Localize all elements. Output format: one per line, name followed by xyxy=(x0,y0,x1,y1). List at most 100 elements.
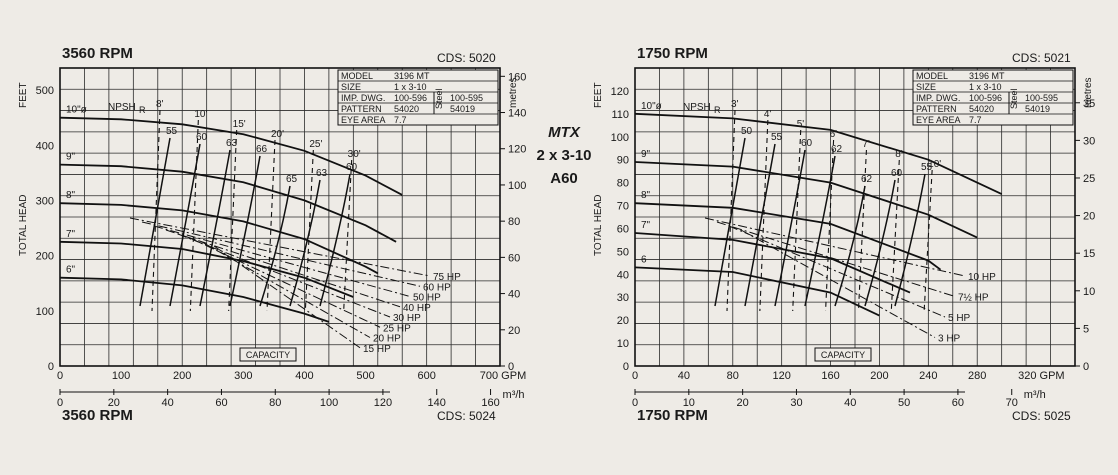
c1-npsh-value: 20' xyxy=(271,129,284,140)
c1-npsh-value: 30' xyxy=(348,149,361,160)
c2-efficiency-label: 55 xyxy=(771,132,783,143)
chart2-title: 1750 RPM xyxy=(637,45,708,62)
c2-y-tick-m: 10 xyxy=(1083,286,1095,298)
c1-info-value: 3196 MT xyxy=(394,71,430,81)
c2-hp-label: 10 HP xyxy=(968,272,996,283)
c2-info-material: Steel xyxy=(1009,88,1019,109)
c1-x-tick-gpm: 500 xyxy=(356,370,374,382)
c2-x-tick-gpm: 80 xyxy=(727,370,739,382)
c1-efficiency-label: 65 xyxy=(286,174,298,185)
c1-npsh-line xyxy=(189,119,199,312)
c1-npsh-line xyxy=(151,109,161,312)
c2-x-tick-m3h: 60 xyxy=(952,397,964,409)
c2-info-key: PATTERN xyxy=(916,104,957,114)
c1-x-tick-m3h: 40 xyxy=(162,397,174,409)
c1-info-alt: 100-595 xyxy=(450,93,483,103)
c2-efficiency-label: 50 xyxy=(741,126,753,137)
c1-hp-label: 30 HP xyxy=(393,313,421,324)
c1-y-tick-ft: 500 xyxy=(36,85,54,97)
c1-head-curve xyxy=(59,240,354,298)
c2-y-tick-ft: 60 xyxy=(617,223,629,235)
c1-x-tick-m3h: 100 xyxy=(320,397,338,409)
c2-y-tick-ft: 100 xyxy=(611,132,629,144)
c2-info-key: IMP. DWG. xyxy=(916,93,960,103)
c2-info-box xyxy=(912,69,1074,126)
c1-y-units-left: FEET xyxy=(18,82,29,108)
c2-efficiency-label: 60 xyxy=(891,168,903,179)
c1-hp-label: 50 HP xyxy=(413,293,441,304)
c1-y-tick-m: 160 xyxy=(508,71,526,83)
c2-efficiency-label: 62 xyxy=(831,144,843,155)
c1-npsh-sub: R xyxy=(139,105,146,115)
c2-series-label: 10"ø xyxy=(641,101,662,112)
c1-x-tick-m3h: 140 xyxy=(428,397,446,409)
c2-hp-label: 7½ HP xyxy=(958,293,989,304)
c2-y-tick-m: 30 xyxy=(1083,135,1095,147)
c2-hp-label: 5 HP xyxy=(948,313,971,324)
c1-x-tick-gpm: 300 xyxy=(234,370,252,382)
c1-info-key: EYE AREA xyxy=(341,115,386,125)
c1-x-tick-m3h: 0 xyxy=(57,397,63,409)
c1-series-label: 7" xyxy=(66,229,76,240)
c2-y-tick-ft: 80 xyxy=(617,178,629,190)
c1-y-label: TOTAL HEAD xyxy=(18,195,29,257)
c2-efficiency-arc xyxy=(804,155,836,307)
c1-hp-label: 20 HP xyxy=(373,334,401,345)
c2-plot-frame xyxy=(634,67,1076,367)
c2-efficiency-arc xyxy=(744,143,776,307)
c1-npsh-line xyxy=(266,139,276,312)
c1-efficiency-label: 63 xyxy=(316,168,328,179)
c2-y-tick-ft: 50 xyxy=(617,246,629,258)
c1-head-curve xyxy=(59,202,379,275)
c2-y-tick-m: 5 xyxy=(1083,323,1089,335)
c2-y-tick-ft: 30 xyxy=(617,292,629,304)
c1-hp-line xyxy=(201,241,371,338)
c2-npsh-line xyxy=(923,169,933,312)
c1-head-curve xyxy=(59,163,397,243)
c1-hp-line xyxy=(153,225,411,297)
c2-npsh-value: 7' xyxy=(862,139,870,150)
c2-y-tick-ft: 110 xyxy=(611,109,629,121)
c2-efficiency-arc xyxy=(714,137,746,307)
c2-npsh-line xyxy=(759,119,769,312)
chart1-title: 3560 RPM xyxy=(62,45,133,62)
c1-series-label: 9" xyxy=(66,152,76,163)
c1-y-tick-m: 80 xyxy=(508,216,520,228)
c1-efficiency-label: 66 xyxy=(256,144,268,155)
c2-efficiency-arc xyxy=(894,173,926,307)
c2-npsh-value: 5' xyxy=(797,119,805,130)
c1-x-tick-gpm: 700 GPM xyxy=(480,370,526,382)
c2-x-tick-m3h: 70 xyxy=(1006,397,1018,409)
c2-y-tick-m: 35 xyxy=(1083,98,1095,110)
c1-npsh-label: NPSH xyxy=(108,102,136,113)
c2-info-key: EYE AREA xyxy=(916,115,961,125)
c1-info-box xyxy=(337,69,499,126)
c1-y-tick-m: 20 xyxy=(508,325,520,337)
chart1-footer-title: 3560 RPM xyxy=(62,407,133,424)
c1-info-key: MODEL xyxy=(341,71,373,81)
c2-npsh-line xyxy=(792,129,802,312)
c2-npsh-value: 3' xyxy=(731,99,739,110)
c1-series-label: 10"ø xyxy=(66,105,87,116)
c1-y-tick-ft: 200 xyxy=(36,251,54,263)
center-label-model: MTX xyxy=(548,124,581,141)
c1-capacity-box xyxy=(239,347,297,362)
c1-capacity-label: CAPACITY xyxy=(246,350,290,360)
c2-npsh-line xyxy=(890,159,900,312)
c1-efficiency-arc xyxy=(139,137,171,307)
c2-capacity-label: CAPACITY xyxy=(821,350,865,360)
chart1-cds-top: CDS: 5020 xyxy=(437,51,496,65)
c2-series-label: 7" xyxy=(641,220,651,231)
c2-info-value: 100-596 xyxy=(969,93,1002,103)
c1-efficiency-arc xyxy=(199,149,231,307)
c2-x-tick-gpm: 0 xyxy=(632,370,638,382)
c2-head-curve xyxy=(634,202,942,271)
c1-y-tick-m: 0 xyxy=(508,361,514,373)
c1-series-label: 6" xyxy=(66,265,76,276)
c2-y-tick-m: 0 xyxy=(1083,361,1089,373)
c2-x-tick-m3h: 20 xyxy=(737,397,749,409)
c1-npsh-line xyxy=(228,129,238,312)
c2-x-units-m3h: m³/h xyxy=(1024,389,1046,401)
c1-efficiency-arc xyxy=(319,173,351,307)
c1-x-units-m3h: m³/h xyxy=(503,389,525,401)
